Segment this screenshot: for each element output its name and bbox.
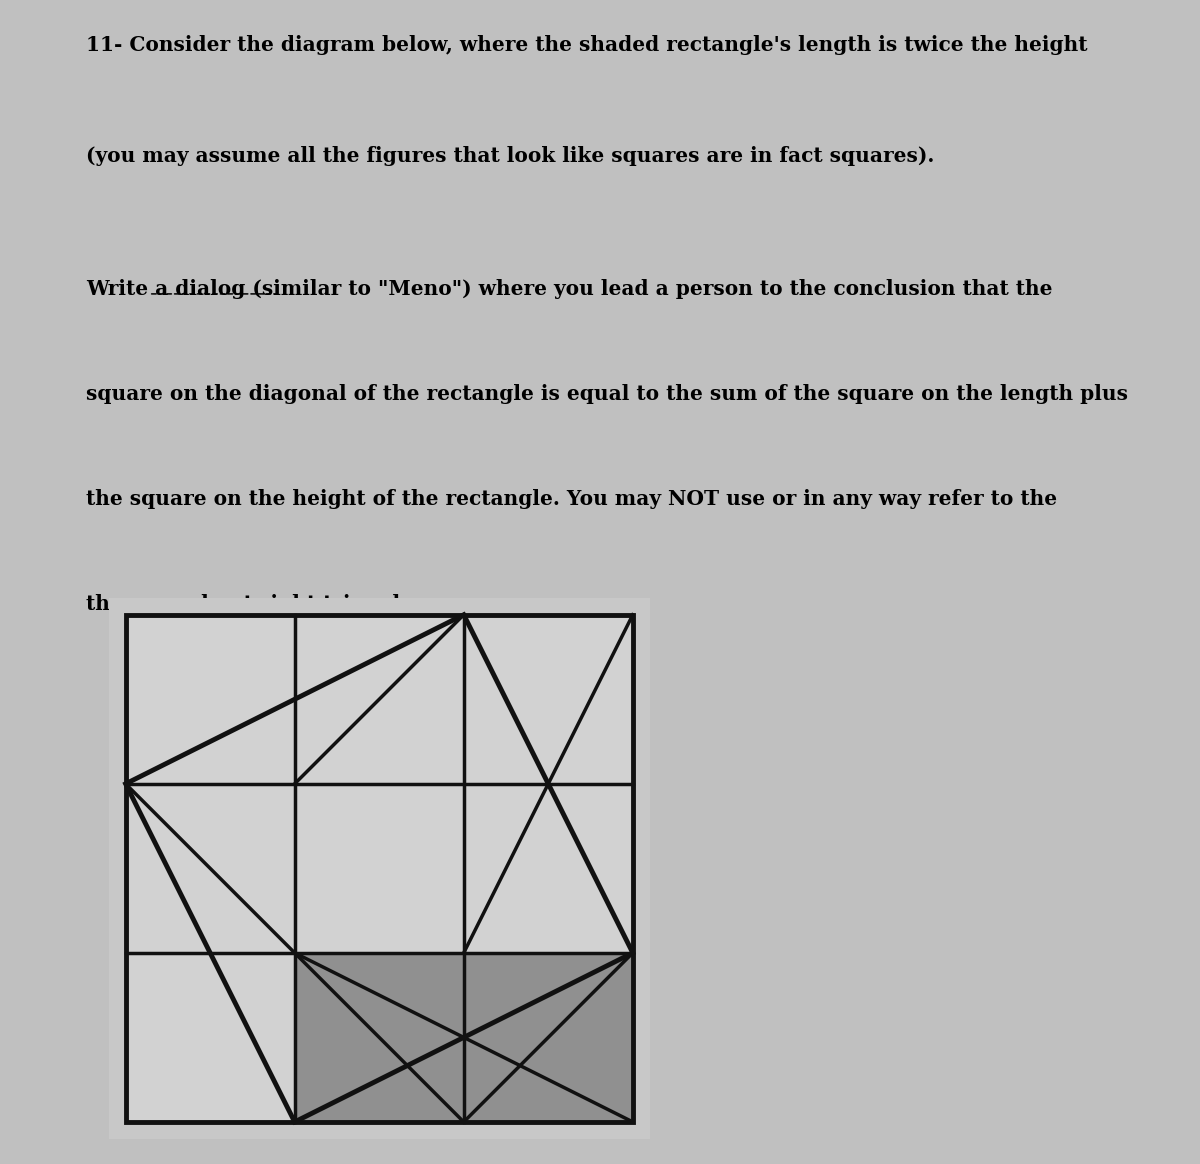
Text: square on the diagonal of the rectangle is equal to the sum of the square on the: square on the diagonal of the rectangle … (86, 384, 1128, 404)
Text: theorem about right triangles.: theorem about right triangles. (86, 594, 432, 613)
Bar (295, 953, 632, 1122)
Text: (you may assume all the figures that look like squares are in fact squares).: (you may assume all the figures that loo… (86, 146, 935, 165)
Text: the square on the height of the rectangle. You may NOT use or in any way refer t: the square on the height of the rectangl… (86, 489, 1057, 509)
Bar (126, 615, 632, 1122)
Text: Write a dialog (similar to "Meno") where you lead a person to the conclusion tha: Write a dialog (similar to "Meno") where… (86, 279, 1052, 299)
Bar (126, 615, 632, 1122)
Text: 11- Consider the diagram below, where the shaded rectangle's length is twice the: 11- Consider the diagram below, where th… (86, 35, 1088, 55)
